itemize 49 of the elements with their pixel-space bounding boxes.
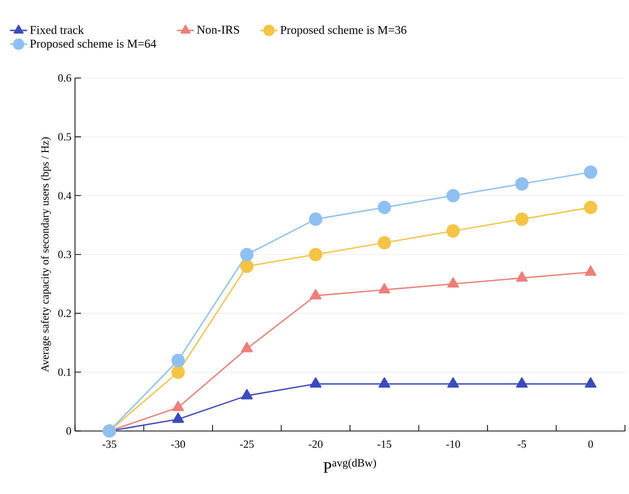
point xyxy=(241,389,253,400)
point xyxy=(172,400,184,412)
x-tick-label: -15 xyxy=(377,440,392,448)
x-tick-label: -25 xyxy=(240,440,254,448)
point xyxy=(378,377,390,388)
point xyxy=(378,236,392,250)
point xyxy=(584,200,598,214)
y-tick-label: 0.4 xyxy=(58,192,72,200)
y-tick-label: 0.6 xyxy=(58,74,72,82)
point xyxy=(447,277,459,288)
point xyxy=(446,224,460,238)
point xyxy=(584,165,598,179)
point xyxy=(310,377,322,388)
point xyxy=(516,377,528,388)
x-tick-label: -30 xyxy=(171,440,186,448)
point xyxy=(240,248,254,262)
legend-label: Non-IRS xyxy=(197,26,240,34)
x-tick-label: -5 xyxy=(518,440,526,448)
y-tick-label: 0.2 xyxy=(58,310,71,318)
y-tick-label: 0.3 xyxy=(58,250,72,258)
legend-label: Proposed scheme is M=64 xyxy=(30,39,156,50)
y-axis-title: Average safety capacity of secondary users (bps / Hz) xyxy=(40,137,51,372)
x-tick-label: -10 xyxy=(446,440,460,448)
point xyxy=(447,377,459,388)
point xyxy=(584,377,596,388)
y-tick-label: 0.1 xyxy=(58,368,71,376)
point xyxy=(515,212,529,226)
y-tick-label: 0.5 xyxy=(58,133,72,141)
x-tick-label: -20 xyxy=(308,440,323,448)
point xyxy=(378,283,390,294)
point xyxy=(446,189,460,202)
point xyxy=(172,412,184,423)
legend-label: Proposed scheme is M=36 xyxy=(280,26,406,36)
point xyxy=(515,177,529,191)
point xyxy=(241,342,253,352)
point xyxy=(310,289,322,300)
point xyxy=(584,265,596,276)
x-tick-label: -35 xyxy=(102,440,116,448)
point xyxy=(171,366,185,379)
point xyxy=(308,248,322,262)
point xyxy=(516,271,528,282)
x-axis-title: P$^{avg(dBw)}$ xyxy=(323,458,376,473)
point xyxy=(171,354,185,368)
point xyxy=(378,200,392,214)
x-tick-label: 0 xyxy=(588,440,593,448)
point xyxy=(240,260,254,273)
y-tick-label: 0 xyxy=(66,427,72,435)
point xyxy=(308,212,322,226)
legend-label: Fixed track xyxy=(30,26,84,34)
